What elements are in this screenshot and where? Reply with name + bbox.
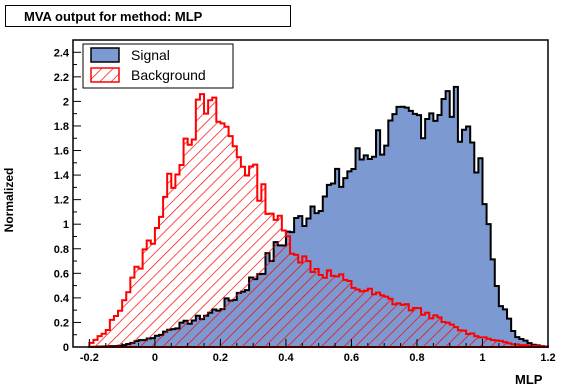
y-tick-label: 1.8 <box>54 121 69 133</box>
y-tick-label: 1.2 <box>54 195 69 207</box>
y-tick-label: 1.4 <box>54 170 70 182</box>
y-tick-label: 2.4 <box>54 47 70 59</box>
plot-frame <box>72 39 549 348</box>
legend-signal-swatch <box>90 47 120 63</box>
y-axis-label: Normalized <box>2 140 16 260</box>
chart-title: MVA output for method: MLP <box>5 5 291 27</box>
x-tick-label: 1 <box>479 352 485 364</box>
y-tick-label: 0 <box>63 342 69 354</box>
legend-background-label: Background <box>131 67 206 83</box>
x-tick-label: 0.2 <box>213 352 228 364</box>
legend-signal-label: Signal <box>131 47 170 63</box>
y-tick-label: 1.6 <box>54 146 69 158</box>
x-tick-label: 0.4 <box>278 352 294 364</box>
x-tick-label: 1.2 <box>540 352 555 364</box>
background-histogram <box>88 93 549 348</box>
y-tick-label: 0.8 <box>54 244 69 256</box>
y-tick-label: 0.4 <box>54 293 70 305</box>
y-tick-label: 1 <box>63 219 69 231</box>
x-tick-label: 0 <box>152 352 158 364</box>
y-tick-label: 0.2 <box>54 317 69 329</box>
y-tick-label: 0.6 <box>54 268 69 280</box>
y-axis-label-text: Normalized <box>2 167 16 233</box>
x-tick-label: 0.6 <box>344 352 359 364</box>
x-axis-label: MLP <box>515 372 543 387</box>
x-tick-label: 0.8 <box>409 352 424 364</box>
x-tick-label: -0.2 <box>80 352 99 364</box>
y-tick-label: 2 <box>63 96 69 108</box>
y-tick-label: 2.2 <box>54 72 69 84</box>
legend-background-swatch <box>90 67 120 83</box>
